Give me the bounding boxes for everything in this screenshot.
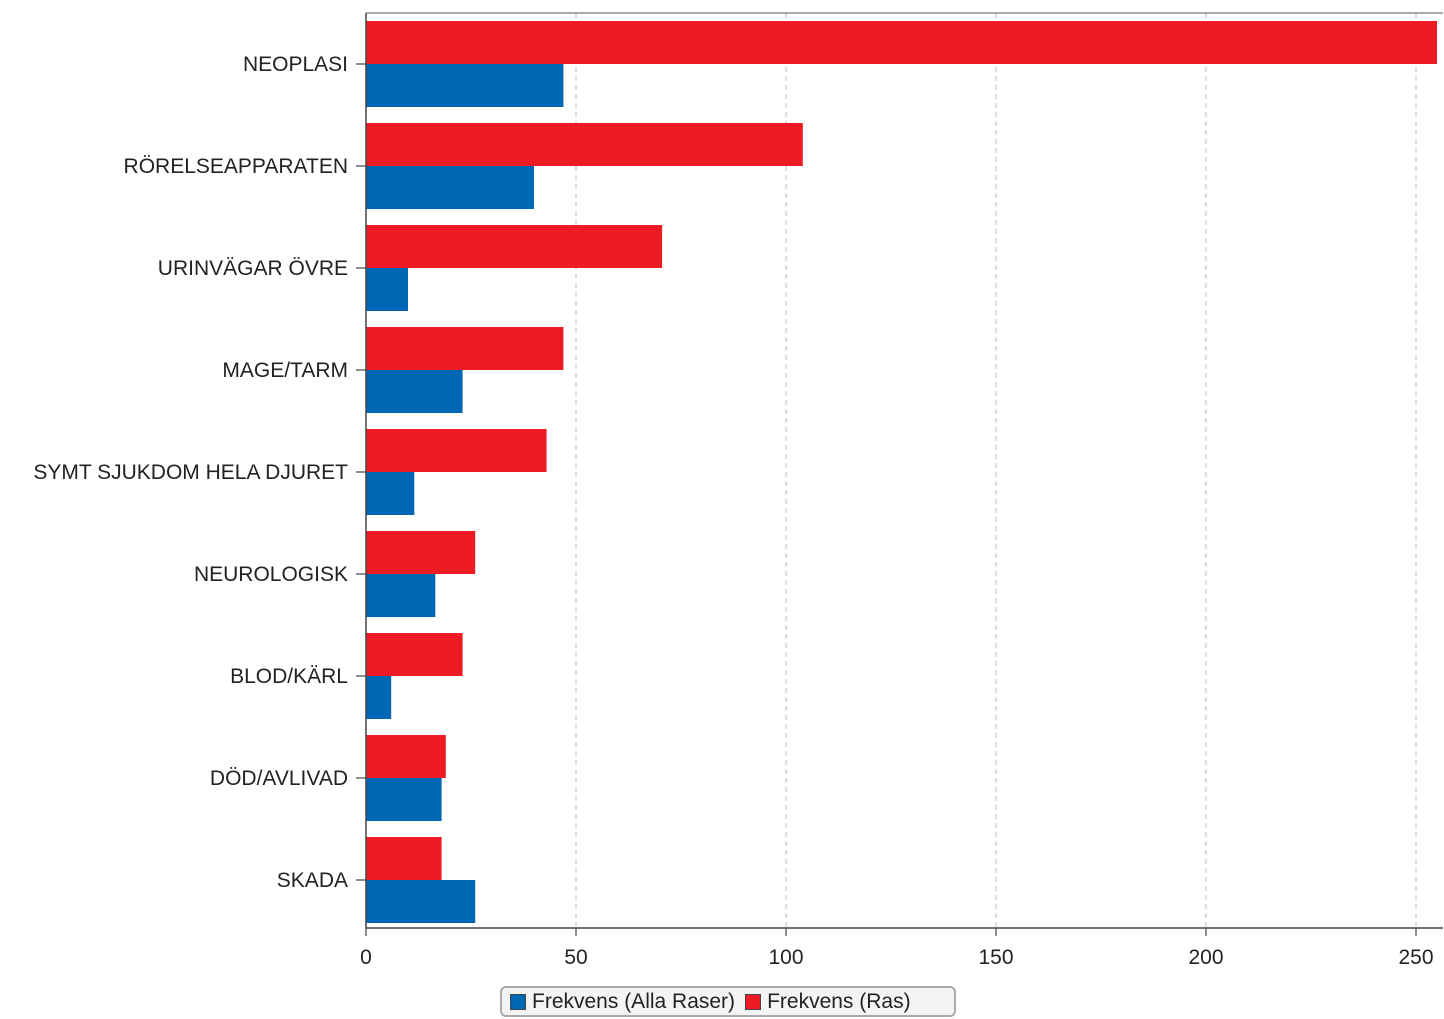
category-label-rorelseapparaten: RÖRELSEAPPARATEN [124,155,348,178]
bar-frekvens-ras-rorelseapparaten [366,123,803,166]
axes [356,12,1443,936]
legend-swatch-alla-raser [510,993,526,1010]
x-tick-label-200: 200 [1188,946,1223,969]
bar-frekvens-ras-urinvagar-ovre [366,225,663,268]
bar-frekvens-alla-raser-skada [366,880,476,923]
category-label-mage-tarm: MAGE/TARM [222,359,348,382]
bar-frekvens-ras-neoplasi [366,21,1437,64]
category-label-dod-avlivad: DÖD/AVLIVAD [210,767,348,790]
category-label-urinvagar-ovre: URINVÄGAR ÖVRE [158,257,348,280]
x-tick-label-0: 0 [360,946,372,969]
bar-frekvens-ras-mage-tarm [366,327,564,370]
x-tick-labels: 0 50 100 150 200 250 [360,946,1433,969]
bar-frekvens-ras-skada [366,837,442,880]
bar-frekvens-ras-symt-sjukdom-hela-djuret [366,429,547,472]
bars [366,21,1437,923]
legend-item-ras: Frekvens (Ras) [745,990,911,1014]
category-label-symt-sjukdom-hela-djuret: SYMT SJUKDOM HELA DJURET [33,461,348,484]
legend: Frekvens (Alla Raser) Frekvens (Ras) [500,986,956,1017]
legend-item-alla-raser: Frekvens (Alla Raser) [510,990,735,1014]
x-tick-label-50: 50 [564,946,587,969]
x-tick-label-150: 150 [978,946,1013,969]
legend-label-alla-raser: Frekvens (Alla Raser) [532,989,736,1013]
bar-frekvens-ras-blod-karl [366,633,463,676]
bar-frekvens-alla-raser-mage-tarm [366,370,463,413]
legend-label-ras: Frekvens (Ras) [767,989,911,1013]
bar-frekvens-alla-raser-dod-avlivad [366,778,442,821]
category-labels: NEOPLASI RÖRELSEAPPARATEN URINVÄGAR ÖVRE MA… [33,53,348,892]
bar-frekvens-ras-neurologisk [366,531,476,574]
legend-swatch-ras [745,993,762,1010]
x-tick-label-100: 100 [768,946,803,969]
bar-chart: NEOPLASI RÖRELSEAPPARATEN URINVÄGAR ÖVRE MA… [33,12,1443,969]
bar-frekvens-alla-raser-neoplasi [366,64,564,107]
category-label-neoplasi: NEOPLASI [243,53,348,76]
category-label-skada: SKADA [277,869,348,892]
x-tick-label-250: 250 [1398,946,1433,969]
category-label-neurologisk: NEUROLOGISK [194,563,348,586]
bar-frekvens-alla-raser-rorelseapparaten [366,166,534,209]
bar-frekvens-alla-raser-blod-karl [366,676,392,719]
bar-frekvens-ras-dod-avlivad [366,735,446,778]
bar-frekvens-alla-raser-urinvagar-ovre [366,268,408,311]
category-label-blod-karl: BLOD/KÄRL [230,665,348,688]
bar-frekvens-alla-raser-symt-sjukdom-hela-djuret [366,472,415,515]
bar-frekvens-alla-raser-neurologisk [366,574,436,617]
